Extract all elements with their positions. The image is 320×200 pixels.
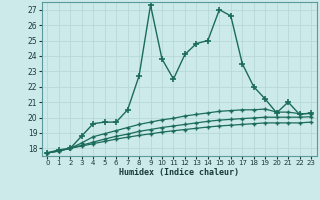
X-axis label: Humidex (Indice chaleur): Humidex (Indice chaleur) [119, 168, 239, 177]
